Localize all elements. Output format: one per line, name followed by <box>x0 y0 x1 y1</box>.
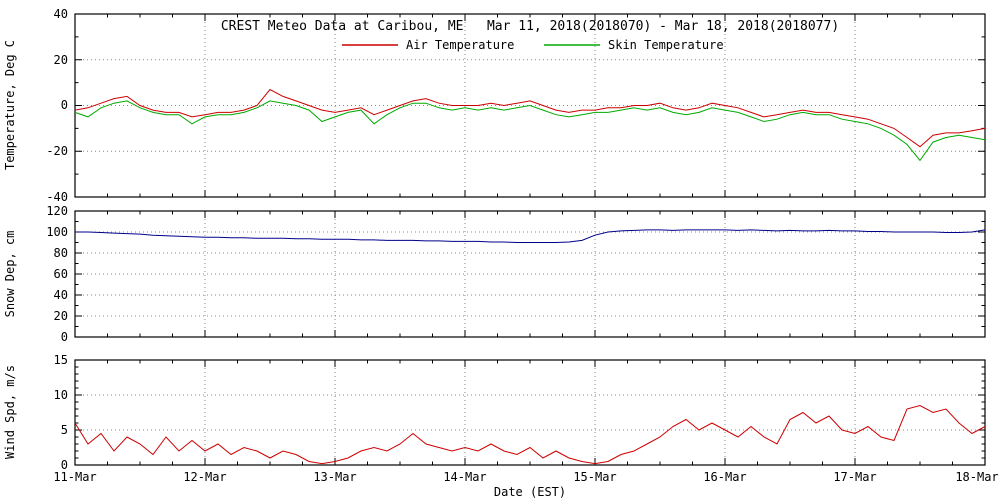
ytick-label: 0 <box>61 330 68 344</box>
wind-speed-axis-title: Wind Spd, m/s <box>3 365 17 459</box>
grid-layer <box>75 14 985 197</box>
ytick-label: 20 <box>54 53 68 67</box>
skin-temperature-legend-label: Skin Temperature <box>608 38 724 52</box>
panel-border <box>74 210 986 338</box>
ytick-label: 20 <box>54 309 68 323</box>
grid-layer <box>75 360 985 465</box>
skin-temperature-line <box>74 100 986 162</box>
x-tick-labels: 11-Mar 12-Mar 13-Mar 14-Mar 15-Mar 16-Ma… <box>53 470 998 484</box>
ytick-label: 80 <box>54 246 68 260</box>
ytick-label: 100 <box>46 225 68 239</box>
air-temperature-line <box>74 88 986 148</box>
snow-depth-ytick-labels: 120 100 80 60 40 20 0 <box>46 204 68 344</box>
ytick-label: 0 <box>61 98 68 112</box>
snow-depth-line <box>75 229 986 243</box>
xtick-label: 15-Mar <box>573 470 616 484</box>
snow-depth-panel <box>74 210 986 338</box>
ytick-label: -40 <box>46 190 68 204</box>
tick-layer <box>74 359 986 466</box>
grid-layer <box>75 211 985 337</box>
ytick-label: 120 <box>46 204 68 218</box>
xtick-label: 16-Mar <box>703 470 746 484</box>
xtick-label: 11-Mar <box>53 470 96 484</box>
x-axis-title: Date (EST) <box>494 485 566 499</box>
xtick-label: 12-Mar <box>183 470 226 484</box>
xtick-label: 13-Mar <box>313 470 356 484</box>
ytick-label: 40 <box>54 7 68 21</box>
ytick-label: -20 <box>46 144 68 158</box>
legend: Air Temperature Skin Temperature <box>342 38 724 52</box>
wind-speed-panel <box>74 359 986 466</box>
temperature-ytick-labels: 40 20 0 -20 -40 <box>46 7 68 204</box>
air-temperature-legend-label: Air Temperature <box>406 38 514 52</box>
panel-border <box>74 13 986 198</box>
xtick-label: 18-Mar <box>955 470 998 484</box>
ytick-label: 40 <box>54 288 68 302</box>
ytick-label: 10 <box>54 388 68 402</box>
chart-title: CREST Meteo Data at Caribou, ME Mar 11, … <box>221 19 839 34</box>
temperature-axis-title: Temperature, Deg C <box>3 40 17 170</box>
ytick-label: 0 <box>61 458 68 472</box>
xtick-label: 17-Mar <box>833 470 876 484</box>
ytick-label: 5 <box>61 423 68 437</box>
temperature-panel <box>74 13 986 198</box>
snow-depth-axis-title: Snow Dep, cm <box>3 231 17 318</box>
ytick-label: 60 <box>54 267 68 281</box>
wind-speed-line <box>74 404 986 465</box>
ytick-label: 15 <box>54 353 68 367</box>
wind-speed-ytick-labels: 15 10 5 0 <box>54 353 68 472</box>
xtick-label: 14-Mar <box>443 470 486 484</box>
panel-border <box>74 359 986 466</box>
